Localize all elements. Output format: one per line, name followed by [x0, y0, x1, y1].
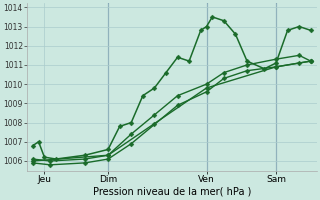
- X-axis label: Pression niveau de la mer( hPa ): Pression niveau de la mer( hPa ): [92, 187, 251, 197]
